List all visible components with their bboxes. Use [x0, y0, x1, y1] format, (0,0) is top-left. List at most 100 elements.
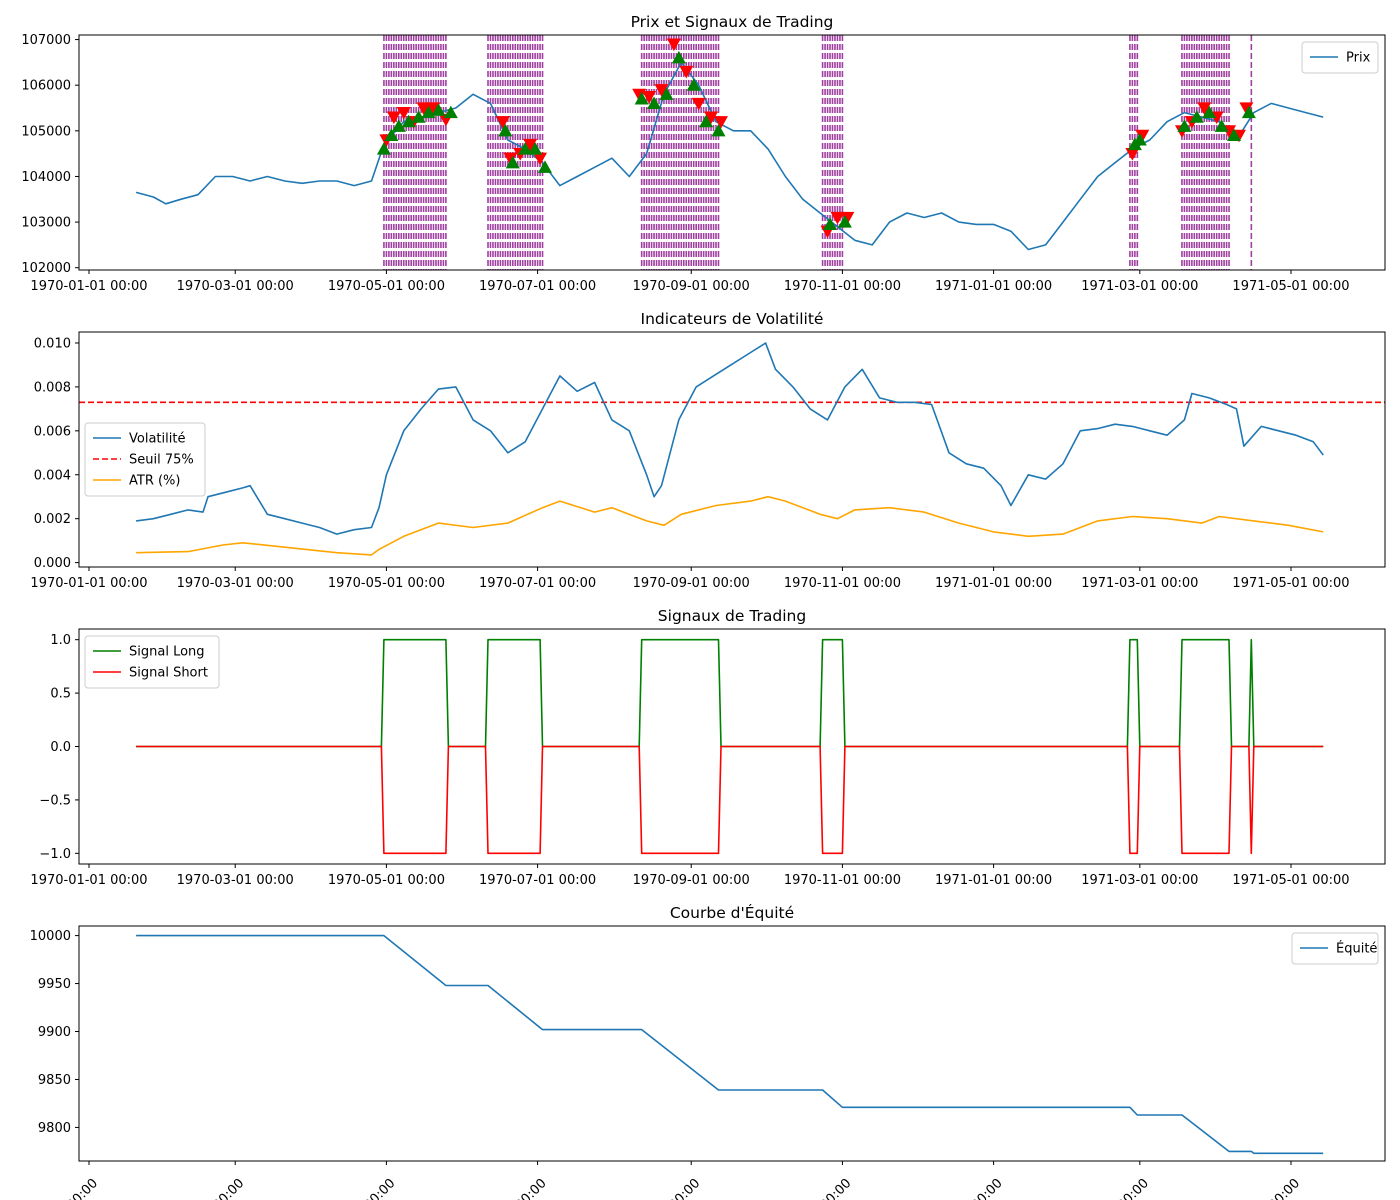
short-marker — [386, 111, 401, 125]
long-marker — [401, 114, 416, 128]
long-marker — [671, 50, 686, 64]
long-marker — [686, 78, 701, 91]
short-marker — [654, 84, 669, 97]
legend-label: ATR (%) — [129, 474, 181, 489]
x-tick-label: 1970-03-01 00:00 — [177, 576, 294, 591]
long-marker — [538, 160, 553, 173]
x-tick-label: 1970-09-01 00:00 — [633, 576, 750, 591]
short-marker — [503, 152, 518, 166]
y-tick-label: 102000 — [21, 261, 71, 276]
short-marker — [666, 38, 681, 52]
axes-frame — [78, 34, 1386, 271]
y-tick-label: −0.5 — [39, 793, 71, 808]
x-tick-label: 1970-11-01 00:00 — [784, 576, 901, 591]
long-marker — [659, 87, 674, 100]
x-tick-label: 1970-09-01 00:00 — [633, 279, 750, 294]
legend-label: Signal Long — [129, 645, 205, 660]
y-tick-label: 0.006 — [34, 424, 71, 439]
x-tick-label: 00:00 — [513, 1176, 550, 1200]
x-tick-label: 1970-05-01 00:00 — [328, 873, 445, 888]
short-marker — [830, 211, 845, 225]
y-tick-label: 103000 — [21, 216, 71, 231]
panel-title: Signaux de Trading — [658, 607, 806, 625]
x-tick-label: 1971-03-01 00:00 — [1081, 279, 1198, 294]
series-line-prix — [135, 61, 1324, 251]
long-marker — [505, 155, 520, 169]
x-tick-label: 00:00 — [1266, 1176, 1303, 1200]
y-tick-label: 9800 — [38, 1121, 71, 1136]
x-tick-label: 1970-05-01 00:00 — [328, 279, 445, 294]
long-marker — [443, 105, 458, 119]
legend-box — [84, 635, 220, 689]
y-tick-label: 9900 — [38, 1025, 71, 1040]
long-marker — [1226, 128, 1241, 141]
series-line-volatilit- — [135, 342, 1324, 535]
x-tick-label: 1971-01-01 00:00 — [935, 873, 1052, 888]
y-tick-label: 0.5 — [50, 687, 71, 702]
x-tick-label: 1970-11-01 00:00 — [784, 279, 901, 294]
long-marker — [1177, 119, 1192, 132]
long-marker — [518, 142, 533, 155]
y-tick-label: 107000 — [21, 33, 71, 48]
panel-title: Prix et Signaux de Trading — [631, 13, 834, 31]
y-tick-label: 10000 — [30, 929, 71, 944]
x-tick-label: 00:00 — [969, 1176, 1006, 1200]
short-marker — [840, 211, 855, 225]
long-marker — [823, 217, 838, 230]
panel-title: Courbe d'Équité — [670, 903, 794, 922]
x-tick-label: 1970-01-01 00:00 — [30, 873, 147, 888]
long-marker — [384, 128, 399, 141]
long-marker — [1214, 119, 1229, 132]
short-marker — [679, 65, 694, 79]
series-line--quit- — [136, 934, 1324, 1155]
long-marker — [711, 123, 726, 137]
short-marker — [642, 91, 657, 104]
long-marker — [376, 142, 391, 155]
y-tick-label: 104000 — [21, 170, 71, 185]
x-tick-label: 00:00 — [666, 1176, 703, 1200]
y-tick-label: 0.004 — [34, 468, 71, 483]
long-marker — [837, 215, 852, 228]
long-marker — [1241, 105, 1256, 119]
x-tick-label: 1970-07-01 00:00 — [479, 576, 596, 591]
legend-3: Équité — [1291, 932, 1379, 965]
x-tick-label: 1970-03-01 00:00 — [177, 279, 294, 294]
x-tick-label: 1970-03-01 00:00 — [177, 873, 294, 888]
x-tick-label: 1970-05-01 00:00 — [328, 576, 445, 591]
axes-frame — [78, 925, 1386, 1162]
legend-box — [84, 422, 206, 497]
short-marker — [1197, 102, 1212, 116]
x-tick-label: 1970-11-01 00:00 — [784, 873, 901, 888]
legend-label: Volatilité — [129, 432, 185, 447]
short-marker — [713, 116, 728, 129]
short-marker — [396, 106, 411, 120]
short-marker — [704, 111, 719, 125]
legend-1: Volatilité Seuil 75% ATR (%) — [84, 422, 206, 497]
long-marker — [411, 110, 426, 123]
legend-box — [1301, 41, 1379, 74]
x-tick-label: 00:00 — [64, 1176, 101, 1200]
axes-frame — [78, 331, 1386, 568]
long-marker — [1132, 132, 1147, 146]
x-tick-label: 00:00 — [1115, 1176, 1152, 1200]
x-tick-label: 00:00 — [210, 1176, 247, 1200]
long-marker — [699, 114, 714, 128]
long-marker — [1189, 110, 1204, 123]
y-tick-label: 106000 — [21, 79, 71, 94]
series-line-atr- — [136, 495, 1324, 556]
x-tick-label: 1970-07-01 00:00 — [479, 279, 596, 294]
x-tick-label: 1970-01-01 00:00 — [30, 576, 147, 591]
x-tick-label: 1971-05-01 00:00 — [1232, 873, 1349, 888]
x-tick-label: 1970-07-01 00:00 — [479, 873, 596, 888]
short-marker — [533, 152, 548, 166]
long-marker — [1202, 105, 1217, 119]
short-marker — [416, 102, 431, 116]
long-marker — [528, 142, 543, 155]
short-marker — [1125, 148, 1140, 161]
legend-label: Signal Short — [129, 666, 208, 681]
y-tick-label: 9850 — [38, 1073, 71, 1088]
y-tick-label: 0.002 — [34, 512, 71, 527]
legend-label: Équité — [1336, 941, 1377, 957]
y-tick-label: 0.010 — [34, 336, 71, 351]
